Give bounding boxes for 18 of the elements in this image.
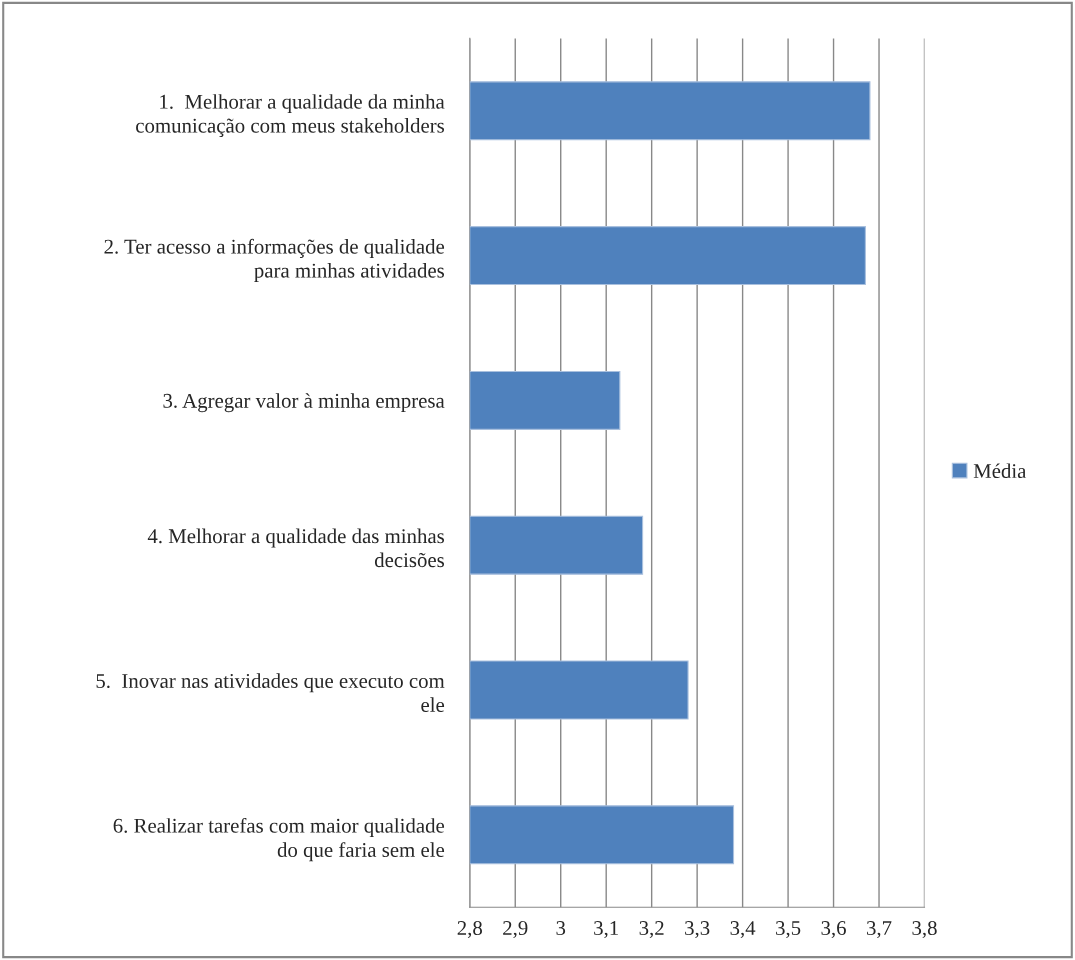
- y-tick-label: 4. Melhorar a qualidade das minhas decisões: [147, 528, 445, 568]
- x-tick-label: 3: [556, 921, 566, 936]
- y-tick-label: 1. Melhorar a qualidade da minha comunicação com meus stakeholders: [136, 94, 445, 137]
- x-tick-label: 3,6: [821, 921, 846, 939]
- x-tick-label: 3,1: [594, 921, 618, 939]
- x-tick-label: 2,8: [457, 921, 482, 939]
- y-tick-label: 6. Realizar tarefas com maior qualidade do que faria sem ele: [113, 817, 445, 862]
- x-tick-label: 3,5: [776, 921, 801, 939]
- y-tick-label: 3. Agregar valor à minha empresa: [163, 393, 445, 413]
- x-tick-label: 3,8: [912, 921, 937, 939]
- y-tick-label: 2. Ter acesso a informações de qualidade para minhas atividades: [104, 238, 445, 282]
- y-tick-label: 5. Inovar nas atividades que executo com ele: [96, 673, 445, 712]
- x-tick-label: 3,3: [685, 921, 710, 939]
- x-tick-label: 3,2: [639, 921, 664, 939]
- x-tick-label: 3,4: [730, 921, 756, 939]
- legend-label: Média: [973, 463, 1027, 479]
- x-tick-label: 2,9: [503, 921, 528, 939]
- x-tick-label: 3,7: [867, 921, 892, 939]
